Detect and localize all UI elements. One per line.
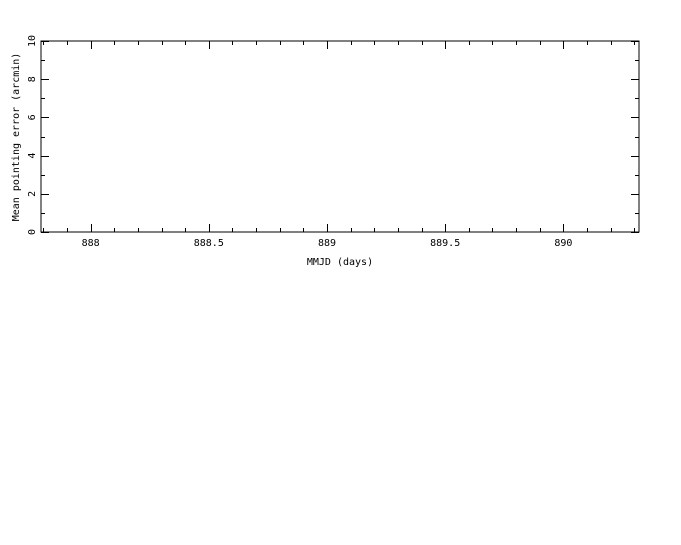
x-tick-label: 888: [82, 238, 100, 249]
y-tick-label: 10: [27, 35, 38, 47]
plot-frame: [40, 40, 640, 233]
x-tick-label: 889.5: [430, 238, 460, 249]
y-axis-label: Mean pointing error (arcmin): [11, 53, 22, 222]
y-tick-label: 2: [27, 191, 38, 197]
x-tick-label: 888.5: [194, 238, 224, 249]
x-tick-label: 890: [554, 238, 572, 249]
tick-labels: 888 888.5 889 889.5 890 0 2 4 6 8 10: [27, 35, 572, 249]
axis-ticks: [41, 41, 639, 233]
y-tick-label: 0: [27, 229, 38, 235]
x-tick-label: 889: [318, 238, 336, 249]
y-tick-label: 6: [27, 114, 38, 120]
y-tick-label: 8: [27, 76, 38, 82]
y-tick-label: 4: [27, 153, 38, 159]
x-axis-label: MMJD (days): [307, 257, 373, 268]
